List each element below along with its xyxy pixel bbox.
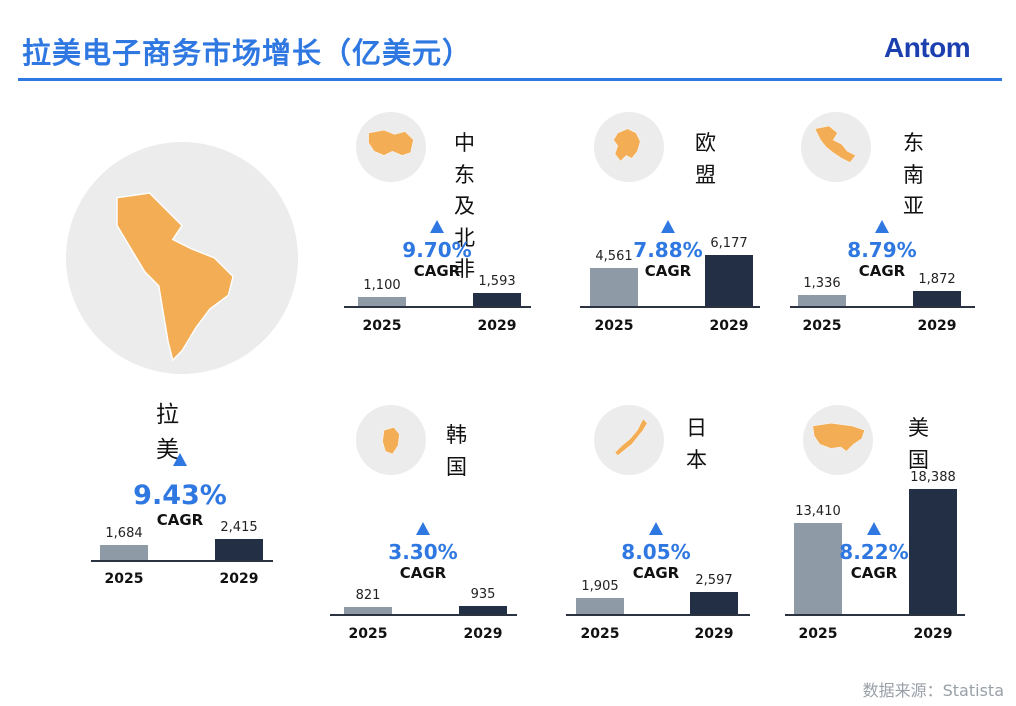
value-label-2025: 1,684 bbox=[105, 526, 143, 542]
bar-2029 bbox=[473, 293, 521, 306]
japan-globe-icon bbox=[594, 405, 664, 475]
year-label-2029: 2029 bbox=[694, 626, 734, 642]
cagr-value: 9.43% bbox=[133, 480, 227, 511]
data-source-note: 数据来源：Statista bbox=[862, 681, 1004, 700]
year-label-2025: 2025 bbox=[104, 571, 144, 587]
up-arrow-icon bbox=[867, 522, 881, 535]
year-label-2025: 2025 bbox=[802, 318, 842, 334]
year-label-2025: 2025 bbox=[348, 626, 388, 642]
southeast-asia-globe-icon bbox=[801, 112, 871, 182]
cagr-value: 8.05% bbox=[621, 540, 691, 564]
up-arrow-icon bbox=[430, 220, 444, 233]
cagr-label: CAGR bbox=[858, 262, 906, 280]
cagr-label: CAGR bbox=[850, 564, 898, 582]
bar-2025 bbox=[590, 268, 638, 306]
year-label-2029: 2029 bbox=[463, 626, 503, 642]
value-label-2025: 1,100 bbox=[363, 278, 401, 294]
cagr-label: CAGR bbox=[632, 564, 680, 582]
region-label: 韩国 bbox=[446, 423, 467, 479]
bar-2029 bbox=[690, 592, 738, 614]
value-label-2025: 821 bbox=[355, 587, 381, 603]
year-label-2025: 2025 bbox=[362, 318, 402, 334]
cagr-value: 7.88% bbox=[633, 238, 703, 262]
up-arrow-icon bbox=[875, 220, 889, 233]
value-label-2029: 1,593 bbox=[478, 274, 516, 289]
bar-2029 bbox=[459, 606, 507, 614]
bar-2025 bbox=[344, 606, 392, 614]
region-label: 美国 bbox=[908, 416, 929, 472]
chart-baseline bbox=[785, 614, 965, 616]
middle-east-north-africa-globe-icon bbox=[356, 112, 426, 182]
cagr-value: 9.70% bbox=[402, 238, 472, 262]
year-label-2029: 2029 bbox=[477, 318, 517, 334]
cagr-value: 8.79% bbox=[847, 238, 917, 262]
region-label: 东南亚 bbox=[903, 131, 924, 218]
year-label-2029: 2029 bbox=[917, 318, 957, 334]
bar-2029 bbox=[913, 291, 961, 306]
usa-globe-icon bbox=[803, 405, 873, 475]
bar-2025 bbox=[358, 297, 406, 306]
up-arrow-icon bbox=[661, 220, 675, 233]
bar-2025 bbox=[576, 597, 624, 614]
chart-baseline bbox=[566, 614, 750, 616]
region-label: 欧盟 bbox=[695, 131, 716, 187]
title-divider bbox=[18, 78, 1002, 81]
value-label-2029: 2,597 bbox=[695, 573, 733, 588]
up-arrow-icon bbox=[416, 522, 430, 535]
value-label-2029: 935 bbox=[470, 587, 496, 602]
region-label: 日本 bbox=[686, 416, 707, 472]
europe-globe-icon bbox=[594, 112, 664, 182]
latin-america-globe-icon bbox=[66, 142, 298, 374]
value-label-2025: 4,561 bbox=[595, 249, 633, 265]
cagr-label: CAGR bbox=[399, 564, 447, 582]
up-arrow-icon bbox=[173, 453, 187, 466]
up-arrow-icon bbox=[649, 522, 663, 535]
region-label: 中东及 北非 bbox=[454, 131, 475, 281]
chart-baseline bbox=[344, 306, 531, 308]
bar-2025 bbox=[100, 545, 148, 560]
value-label-2029: 2,415 bbox=[220, 520, 258, 535]
page-title: 拉美电子商务市场增长（亿美元） bbox=[22, 36, 473, 70]
value-label-2029: 1,872 bbox=[918, 272, 956, 287]
cagr-label: CAGR bbox=[644, 262, 692, 280]
bar-2025 bbox=[794, 522, 842, 614]
value-label-2029: 18,388 bbox=[910, 470, 956, 485]
chart-baseline bbox=[330, 614, 517, 616]
year-label-2025: 2025 bbox=[594, 318, 634, 334]
value-label-2025: 1,336 bbox=[803, 276, 841, 292]
bar-2029 bbox=[215, 539, 263, 560]
year-label-2025: 2025 bbox=[580, 626, 620, 642]
cagr-label: CAGR bbox=[413, 262, 461, 280]
year-label-2029: 2029 bbox=[709, 318, 749, 334]
year-label-2025: 2025 bbox=[798, 626, 838, 642]
value-label-2025: 13,410 bbox=[795, 503, 841, 519]
chart-baseline bbox=[790, 306, 975, 308]
value-label-2025: 1,905 bbox=[581, 578, 619, 594]
korea-globe-icon bbox=[356, 405, 426, 475]
antom-logo: Antom bbox=[884, 32, 971, 63]
bar-2029 bbox=[705, 255, 753, 306]
bar-2029 bbox=[909, 489, 957, 614]
value-label-2029: 6,177 bbox=[710, 236, 748, 251]
cagr-label: CAGR bbox=[156, 511, 204, 529]
cagr-value: 3.30% bbox=[388, 540, 458, 564]
chart-baseline bbox=[580, 306, 760, 308]
bar-2025 bbox=[798, 295, 846, 306]
cagr-value: 8.22% bbox=[839, 540, 909, 564]
year-label-2029: 2029 bbox=[913, 626, 953, 642]
year-label-2029: 2029 bbox=[219, 571, 259, 587]
chart-baseline bbox=[91, 560, 273, 562]
